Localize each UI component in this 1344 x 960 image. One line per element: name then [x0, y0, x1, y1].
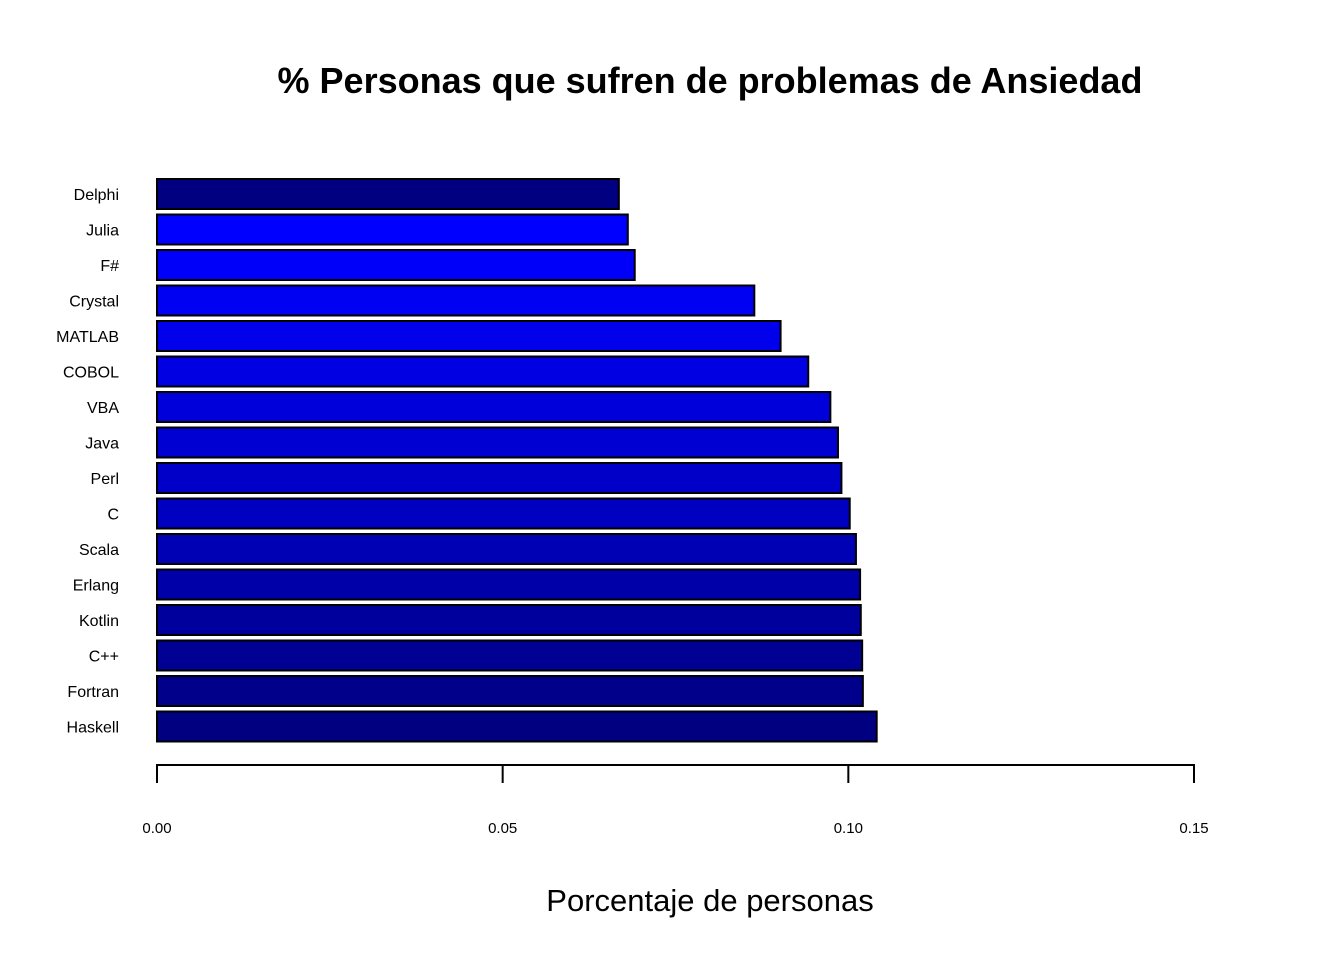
category-label: Perl	[91, 471, 119, 488]
bar-matlab	[156, 320, 782, 352]
bar-delphi	[156, 178, 620, 210]
category-label: Kotlin	[79, 613, 119, 630]
bar-julia	[156, 213, 629, 246]
category-label: Haskell	[67, 720, 119, 737]
bar-vba	[156, 391, 832, 423]
x-axis: 0.00 0.05 0.10 0.15	[142, 764, 1209, 837]
bar-scala	[156, 533, 857, 565]
category-label: Erlang	[73, 578, 119, 595]
bar-cplusplus	[156, 639, 864, 672]
category-label: C++	[89, 649, 119, 666]
x-tick-label: 0.15	[1179, 820, 1208, 837]
category-label: VBA	[87, 400, 119, 417]
category-label: Crystal	[69, 294, 119, 311]
chart-title: % Personas que sufren de problemas de An…	[278, 60, 1143, 101]
category-label: C	[107, 507, 119, 524]
x-tick-label: 0.05	[488, 820, 517, 837]
bar-java	[156, 426, 839, 459]
category-label: Julia	[86, 223, 119, 240]
bar-crystal	[156, 284, 756, 317]
category-label: COBOL	[63, 365, 119, 382]
category-label: Fortran	[67, 684, 119, 701]
bar-kotlin	[156, 604, 862, 636]
category-label: Scala	[79, 542, 119, 559]
bar-c	[156, 497, 851, 530]
bar-haskell	[156, 710, 878, 743]
category-label: MATLAB	[56, 329, 119, 346]
category-label: F#	[100, 258, 119, 275]
x-tick-label: 0.00	[142, 820, 171, 837]
bar-fsharp	[156, 249, 636, 281]
category-label: Java	[85, 436, 119, 453]
bar-perl	[156, 462, 843, 494]
bar-cobol	[156, 355, 810, 388]
x-axis-label: Porcentaje de personas	[546, 883, 873, 918]
bars-group	[156, 178, 878, 743]
bar-fortran	[156, 675, 864, 707]
bar-erlang	[156, 568, 862, 601]
x-tick-label: 0.10	[834, 820, 863, 837]
category-label: Delphi	[74, 187, 119, 204]
category-labels: Delphi Julia F# Crystal MATLAB COBOL VBA Java Pe…	[56, 187, 119, 737]
